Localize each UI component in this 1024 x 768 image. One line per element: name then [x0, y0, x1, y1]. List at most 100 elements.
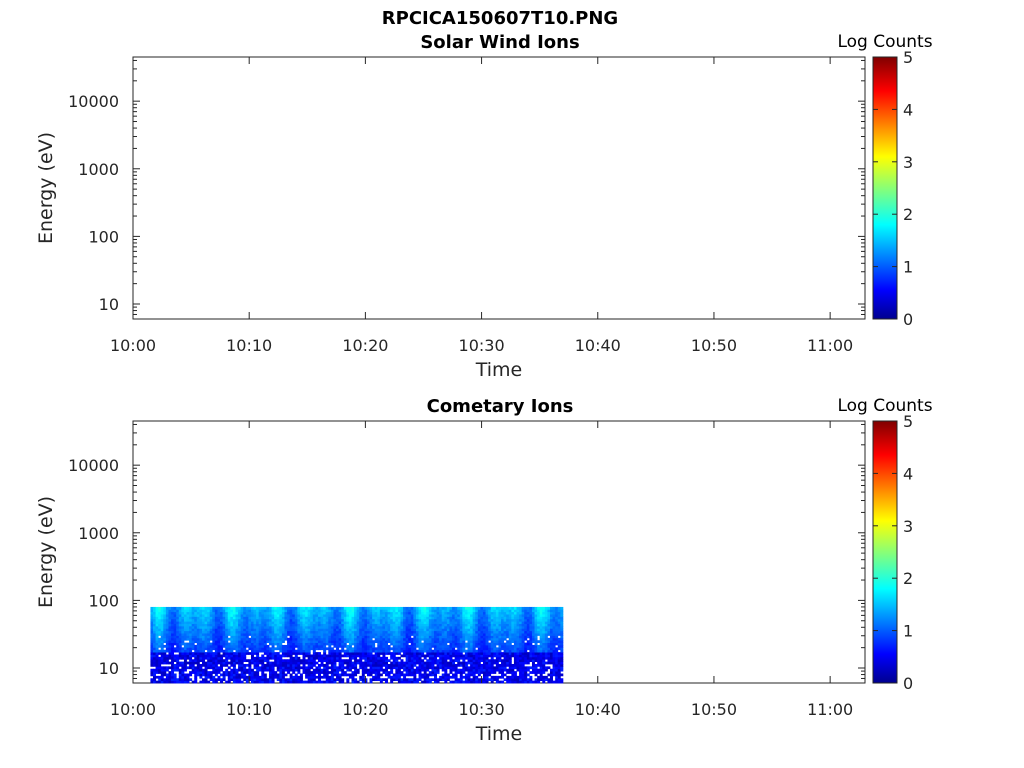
heatmap-cell [519, 628, 523, 632]
heatmap-cell [397, 661, 401, 665]
heatmap-cell [488, 661, 492, 665]
heatmap-cell [477, 616, 481, 620]
heatmap-cell [248, 630, 252, 634]
heatmap-cell [266, 625, 270, 629]
heatmap-cell [222, 609, 226, 613]
heatmap-cell [521, 647, 525, 651]
heatmap-cell [410, 652, 414, 655]
heatmap-cell [444, 649, 448, 653]
heatmap-cell [351, 675, 355, 679]
heatmap-cell [457, 656, 461, 660]
heatmap-cell [289, 675, 293, 679]
heatmap-cell [256, 630, 260, 634]
heatmap-cell [449, 680, 453, 684]
heatmap-cell [397, 611, 401, 615]
heatmap-cell [294, 630, 298, 634]
heatmap-cell [269, 637, 272, 641]
heatmap-cell [212, 628, 216, 632]
heatmap-cell [307, 628, 311, 632]
heatmap-cell [382, 621, 386, 624]
heatmap-cell [372, 606, 376, 610]
heatmap-cell [488, 621, 492, 624]
heatmap-cell [392, 654, 396, 658]
heatmap-cell [372, 647, 376, 651]
heatmap-cell [330, 637, 334, 641]
heatmap-cell [315, 621, 319, 624]
heatmap-cell [153, 678, 156, 682]
heatmap-cell [176, 621, 180, 624]
heatmap-cell [356, 630, 360, 634]
heatmap-cell [480, 666, 484, 670]
heatmap-cell [534, 637, 538, 641]
heatmap-cell [511, 668, 515, 672]
heatmap-cell [459, 680, 463, 684]
heatmap-cell [201, 642, 205, 646]
heatmap-cell [369, 666, 373, 670]
heatmap-cell [395, 642, 399, 646]
heatmap-cell [158, 625, 162, 629]
heatmap-cell [477, 628, 481, 632]
heatmap-cell [482, 616, 486, 620]
heatmap-cell [256, 671, 260, 674]
heatmap-cell [250, 633, 254, 636]
heatmap-cell [385, 633, 388, 636]
heatmap-cell [266, 609, 270, 613]
heatmap-cell [212, 661, 216, 665]
heatmap-cell [531, 637, 535, 641]
heatmap-cell [245, 633, 249, 636]
heatmap-cell [214, 652, 218, 655]
heatmap-cell [493, 635, 497, 639]
heatmap-cell [385, 628, 388, 632]
heatmap-cell [457, 680, 461, 684]
heatmap-cell [547, 609, 551, 613]
heatmap-cell [452, 611, 456, 615]
heatmap-cell [289, 637, 293, 641]
heatmap-cell [354, 649, 358, 653]
heatmap-cell [482, 630, 486, 634]
heatmap-cell [235, 647, 239, 651]
heatmap-cell [258, 618, 262, 622]
heatmap-cell [521, 671, 525, 674]
heatmap-cell [531, 630, 535, 634]
heatmap-cell [413, 616, 417, 620]
heatmap-cell [369, 640, 373, 643]
heatmap-cell [199, 625, 203, 629]
heatmap-cell [488, 625, 492, 629]
heatmap-cell [446, 661, 450, 665]
heatmap-cell [199, 649, 203, 653]
heatmap-cell [196, 671, 200, 674]
heatmap-cell [186, 661, 190, 665]
heatmap-cell [199, 640, 203, 643]
heatmap-cell [480, 640, 484, 643]
heatmap-cell [258, 621, 262, 624]
heatmap-cell [222, 614, 226, 617]
heatmap-cell [248, 618, 252, 622]
heatmap-cell [519, 663, 523, 667]
heatmap-cell [513, 678, 517, 682]
heatmap-cell [472, 623, 476, 627]
heatmap-cell [153, 647, 156, 651]
heatmap-cell [462, 644, 466, 648]
heatmap-cell [539, 668, 543, 672]
heatmap-cell [253, 666, 257, 670]
heatmap-cell [472, 625, 476, 629]
heatmap-cell [160, 678, 164, 682]
heatmap-cell [305, 637, 309, 641]
heatmap-cell [405, 614, 409, 617]
heatmap-cell [526, 654, 530, 658]
heatmap-cell [305, 644, 309, 648]
heatmap-cell [555, 633, 559, 636]
heatmap-cell [297, 616, 301, 620]
heatmap-cell [547, 623, 551, 627]
heatmap-cell [464, 609, 468, 613]
heatmap-cell [153, 652, 156, 655]
heatmap-cell [436, 630, 440, 634]
heatmap-cell [452, 647, 456, 651]
heatmap-cell [176, 611, 180, 615]
heatmap-cell [256, 666, 260, 670]
heatmap-cell [299, 673, 303, 677]
heatmap-cell [524, 611, 528, 615]
heatmap-cell [537, 675, 541, 679]
heatmap-cell [459, 649, 463, 653]
heatmap-cell [421, 637, 425, 641]
